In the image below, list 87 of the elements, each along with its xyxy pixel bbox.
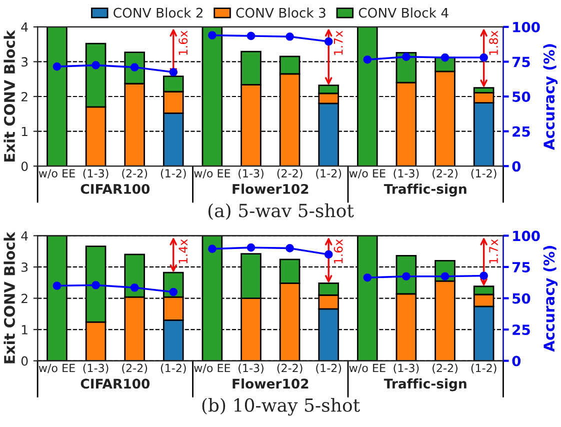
- y-tick-label: 4: [21, 231, 28, 240]
- y-tick-label: 0: [21, 356, 28, 366]
- text: Flower102: [232, 184, 308, 194]
- text: Traffic-sign: [384, 378, 466, 392]
- y2-axis-title: Accuracy (%): [543, 44, 558, 150]
- x-tick-label: (1-2): [316, 168, 342, 179]
- point: [324, 250, 333, 259]
- point: [402, 52, 410, 61]
- annotation: 1.7x: [334, 30, 343, 55]
- point: [402, 272, 410, 281]
- x-tick-label: w/o EE: [194, 169, 230, 178]
- legend-label: CONV Block 4: [358, 8, 448, 18]
- y-tick-label: 3: [22, 57, 28, 67]
- text: CIFAR100: [80, 184, 150, 194]
- x-tick-label: (2-2): [277, 168, 302, 179]
- point: [208, 244, 216, 254]
- x-tick-label: w/o EE: [349, 169, 386, 178]
- point: [130, 283, 139, 292]
- x-tick-label: (2-2): [122, 168, 148, 179]
- y-axis-title: Exit CONV Block: [4, 232, 16, 364]
- x-tick-label: (1-2): [160, 364, 186, 374]
- annotation: 1.8x: [489, 30, 498, 55]
- text: Flower102: [232, 378, 308, 389]
- y2-tick-label: 75: [512, 262, 530, 272]
- annotation: 1.4x: [178, 239, 188, 264]
- x-tick-label: (1-3): [394, 364, 419, 374]
- point: [363, 55, 372, 64]
- y2-tick-label: 100: [513, 230, 540, 242]
- point: [246, 243, 256, 252]
- x-tick-label: (1-3): [394, 168, 419, 179]
- point: [440, 53, 450, 62]
- text: Traffic-sign: [384, 184, 466, 197]
- y2-tick-label: 0: [512, 161, 521, 172]
- y-tick-label: 2: [22, 294, 28, 304]
- x-tick-label: (1-2): [316, 364, 342, 374]
- point: [324, 37, 333, 46]
- x-tick-label: (1-2): [471, 168, 496, 179]
- y2-tick-label: 50: [512, 91, 530, 102]
- y-tick-label: 1: [22, 126, 28, 136]
- point: [92, 61, 100, 70]
- y-axis-title: Exit CONV Block: [4, 30, 16, 162]
- y2-tick-label: 0: [512, 356, 521, 366]
- x-tick-label: (1-3): [83, 364, 108, 374]
- y2-tick-label: 50: [512, 293, 530, 304]
- point: [52, 62, 62, 71]
- point: [286, 32, 294, 41]
- point: [169, 288, 178, 296]
- y2-axis-title: Accuracy (%): [543, 246, 558, 352]
- point: [92, 280, 100, 290]
- x-tick-label: (1-2): [160, 168, 186, 179]
- y-tick-label: 0: [21, 162, 28, 172]
- y2-tick-label: 25: [512, 126, 530, 137]
- point: [440, 272, 450, 281]
- x-tick-label: (1-3): [83, 168, 108, 179]
- point: [286, 244, 294, 252]
- y-tick-label: 1: [22, 325, 28, 334]
- legend-label: CONV Block 3: [236, 8, 326, 18]
- x-tick-label: w/o EE: [349, 364, 386, 374]
- y2-tick-label: 25: [512, 324, 530, 336]
- x-tick-label: w/o EE: [38, 364, 75, 374]
- y2-tick-label: 100: [513, 22, 540, 32]
- point: [363, 273, 372, 282]
- text: CIFAR100: [80, 378, 150, 389]
- y2-tick-label: 75: [512, 56, 530, 68]
- x-tick-label: (2-2): [122, 364, 148, 374]
- point: [480, 53, 488, 62]
- point: [480, 272, 488, 280]
- legend-label: CONV Block 2: [114, 8, 202, 18]
- x-tick-label: (2-2): [432, 364, 458, 374]
- text: (a) 5-wav 5-shot: [208, 203, 354, 220]
- point: [246, 32, 256, 40]
- annotation: 1.6x: [178, 30, 188, 55]
- point: [52, 282, 62, 290]
- y-tick-label: 3: [22, 262, 28, 272]
- annotation: 1.6x: [334, 239, 343, 264]
- x-tick-label: w/o EE: [194, 364, 230, 374]
- x-tick-label: (1-2): [471, 364, 496, 374]
- y-tick-label: 4: [21, 22, 28, 32]
- text: (b) 10-way 5-shot: [202, 398, 360, 416]
- annotation: 1.7x: [489, 239, 498, 264]
- y-tick-label: 2: [22, 92, 28, 102]
- x-tick-label: (2-2): [432, 168, 458, 179]
- x-tick-label: w/o EE: [38, 169, 75, 178]
- x-tick-label: (1-3): [238, 168, 264, 179]
- x-tick-label: (2-2): [277, 364, 302, 374]
- x-tick-label: (1-3): [238, 364, 264, 374]
- point: [208, 31, 216, 40]
